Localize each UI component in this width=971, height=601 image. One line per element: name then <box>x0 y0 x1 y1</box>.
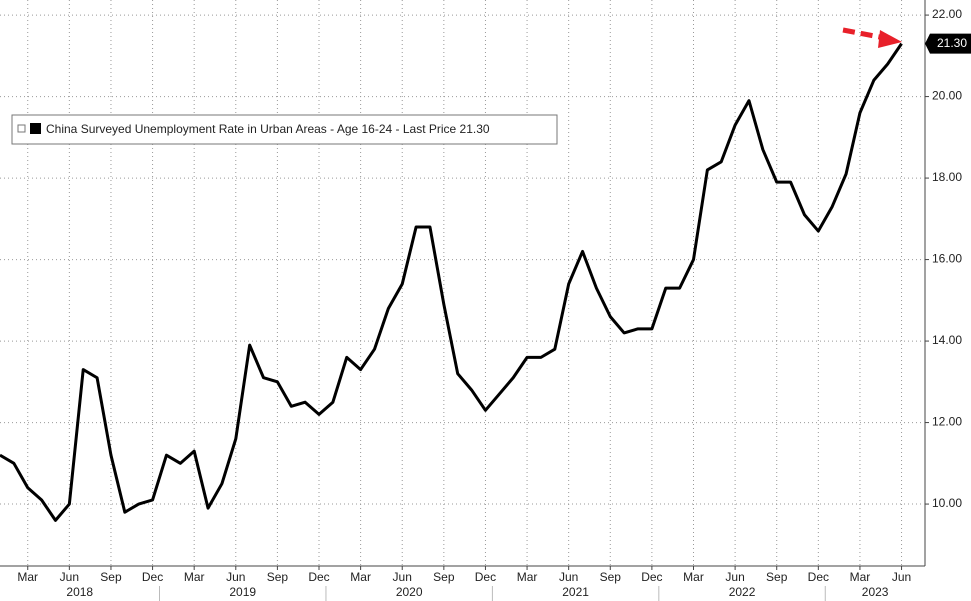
x-tick-label: Mar <box>17 570 38 584</box>
legend-toggle <box>17 124 26 133</box>
x-tick-label: Jun <box>226 570 245 584</box>
x-tick-label: Jun <box>725 570 744 584</box>
x-tick-label: Dec <box>641 570 662 584</box>
x-tick-label: Dec <box>808 570 829 584</box>
annotation-arrow <box>842 27 902 48</box>
x-tick-label: Sep <box>267 570 289 584</box>
x-tick-label: Sep <box>766 570 788 584</box>
x-tick-label: Mar <box>850 570 871 584</box>
x-tick-label: Sep <box>433 570 455 584</box>
x-year-label: 2018 <box>66 585 93 599</box>
y-tick-label: 20.00 <box>932 89 962 103</box>
x-year-label: 2019 <box>229 585 256 599</box>
y-tick-label: 22.00 <box>932 7 962 21</box>
x-tick-label: Sep <box>100 570 122 584</box>
x-tick-label: Sep <box>600 570 622 584</box>
legend: China Surveyed Unemployment Rate in Urba… <box>11 114 558 145</box>
last-price-tag <box>925 33 971 54</box>
x-tick-label: Mar <box>350 570 371 584</box>
x-year-label: 2022 <box>729 585 756 599</box>
x-tick-label: Dec <box>475 570 496 584</box>
y-tick-label: 16.00 <box>932 252 962 266</box>
line <box>0 42 903 522</box>
legend-swatch <box>30 123 41 134</box>
x-tick-label: Jun <box>60 570 79 584</box>
y-tick-label: 10.00 <box>932 496 962 510</box>
x-tick-label: Dec <box>308 570 329 584</box>
x-year-label: 2023 <box>862 585 889 599</box>
x-tick-label: Jun <box>559 570 578 584</box>
last-price-label: 21.30 <box>937 36 967 50</box>
x-tick-label: Dec <box>142 570 163 584</box>
y-tick-label: 14.00 <box>932 333 962 347</box>
arrow-head <box>878 30 902 48</box>
legend-text: China Surveyed Unemployment Rate in Urba… <box>46 122 490 136</box>
y-tick-label: 18.00 <box>932 170 962 184</box>
x-tick-label: Mar <box>517 570 538 584</box>
legend-box <box>11 114 558 145</box>
x-tick-label: Mar <box>184 570 205 584</box>
x-tick-label: Jun <box>393 570 412 584</box>
arrow-shaft <box>842 27 886 41</box>
x-tick-label: Mar <box>683 570 704 584</box>
x-year-label: 2021 <box>562 585 589 599</box>
x-year-label: 2020 <box>396 585 423 599</box>
x-tick-label: Jun <box>892 570 911 584</box>
y-tick-label: 12.00 <box>932 415 962 429</box>
